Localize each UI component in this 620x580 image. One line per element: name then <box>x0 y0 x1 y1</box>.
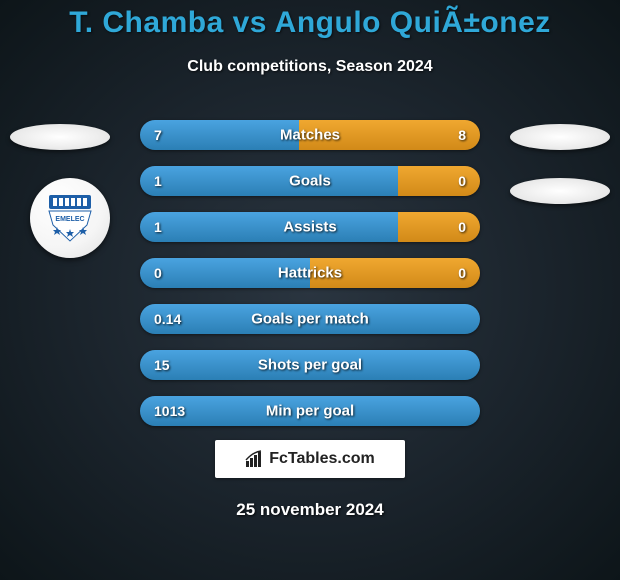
stat-row: Goals 1 0 <box>140 166 480 196</box>
club-right-ellipse-1 <box>510 124 610 150</box>
stat-bar-left <box>140 212 398 242</box>
club-right-group <box>510 124 610 204</box>
stat-value-left: 1 <box>154 219 162 235</box>
stat-value-left: 1013 <box>154 403 185 419</box>
stat-value-right: 0 <box>458 219 466 235</box>
stat-value-left: 1 <box>154 173 162 189</box>
emelec-crest-icon: EMELEC <box>43 191 97 245</box>
stat-bar-left <box>140 120 299 150</box>
stat-bar-right <box>398 166 480 196</box>
stat-value-right: 0 <box>458 265 466 281</box>
stat-row: Goals per match 0.14 <box>140 304 480 334</box>
stat-bar-left <box>140 166 398 196</box>
stat-value-right: 8 <box>458 127 466 143</box>
stat-value-left: 0.14 <box>154 311 181 327</box>
stat-value-left: 0 <box>154 265 162 281</box>
bar-chart-icon <box>245 450 263 468</box>
footer-date: 25 november 2024 <box>236 500 383 520</box>
page-title: T. Chamba vs Angulo QuiÃ±onez <box>0 0 620 40</box>
stat-value-left: 7 <box>154 127 162 143</box>
stat-label: Hattricks <box>278 265 342 282</box>
stat-row: Matches 7 8 <box>140 120 480 150</box>
club-right-ellipse-2 <box>510 178 610 204</box>
club-left-group <box>10 124 110 150</box>
stat-label: Shots per goal <box>258 357 362 374</box>
stat-row: Hattricks 0 0 <box>140 258 480 288</box>
stat-label: Min per goal <box>266 403 354 420</box>
club-left-ellipse <box>10 124 110 150</box>
stat-bar-right <box>398 212 480 242</box>
club-left-crest: EMELEC <box>30 178 110 258</box>
brand-text: FcTables.com <box>269 450 375 468</box>
stat-label: Goals <box>289 173 331 190</box>
stat-row: Shots per goal 15 <box>140 350 480 380</box>
brand-box: FcTables.com <box>215 440 405 478</box>
stat-row: Min per goal 1013 <box>140 396 480 426</box>
stat-label: Assists <box>283 219 336 236</box>
svg-text:EMELEC: EMELEC <box>55 216 84 223</box>
stats-bars: Matches78Goals10Assists10Hattricks00Goal… <box>140 120 480 442</box>
page-subtitle: Club competitions, Season 2024 <box>0 58 620 76</box>
stat-row: Assists 1 0 <box>140 212 480 242</box>
stat-label: Matches <box>280 127 340 144</box>
stat-value-right: 0 <box>458 173 466 189</box>
stat-value-left: 15 <box>154 357 170 373</box>
stat-label: Goals per match <box>251 311 369 328</box>
